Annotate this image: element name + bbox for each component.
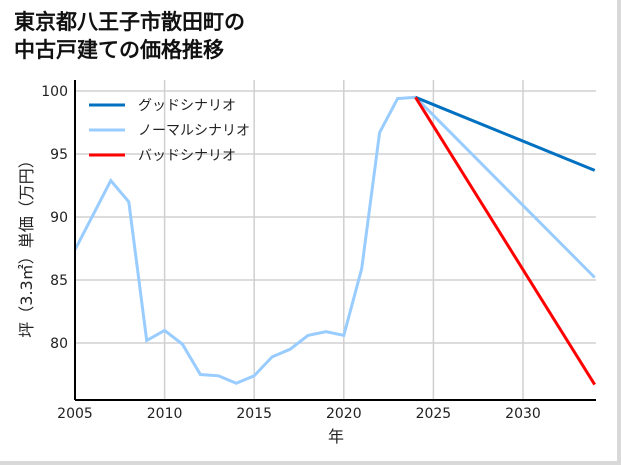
x-tick-label: 2005	[57, 406, 93, 422]
y-tick-label: 80	[50, 336, 68, 352]
x-tick-label: 2030	[505, 406, 541, 422]
title-line-2: 中古戸建ての価格推移	[14, 38, 224, 62]
y-tick-label: 90	[50, 210, 68, 226]
axes	[74, 80, 596, 401]
grid-lines	[75, 80, 596, 400]
x-tick-label: 2015	[236, 406, 272, 422]
tick-labels: 2005 2010 2015 2020 2025 2030 80 85 90 95 100	[41, 84, 541, 422]
chart-title: 東京都八王子市散田町の 中古戸建ての価格推移	[14, 8, 245, 64]
x-tick-label: 2020	[326, 406, 362, 422]
legend-label: ノーマルシナリオ	[138, 123, 250, 139]
y-axis-label: 坪（3.3㎡）単価（万円）	[17, 152, 36, 337]
x-tick-label: 2025	[416, 406, 452, 422]
y-tick-label: 85	[50, 273, 68, 289]
legend-label: グッドシナリオ	[138, 98, 236, 114]
data-lines	[73, 95, 596, 386]
series-line	[414, 96, 596, 386]
title-line-1: 東京都八王子市散田町の	[14, 10, 245, 34]
x-axis-label: 年	[328, 427, 344, 446]
y-tick-label: 95	[50, 147, 68, 163]
legend-label: バッドシナリオ	[138, 148, 236, 164]
series-line	[73, 95, 596, 385]
x-tick-label: 2010	[147, 406, 183, 422]
y-tick-label: 100	[41, 84, 68, 100]
series-line	[414, 95, 596, 172]
